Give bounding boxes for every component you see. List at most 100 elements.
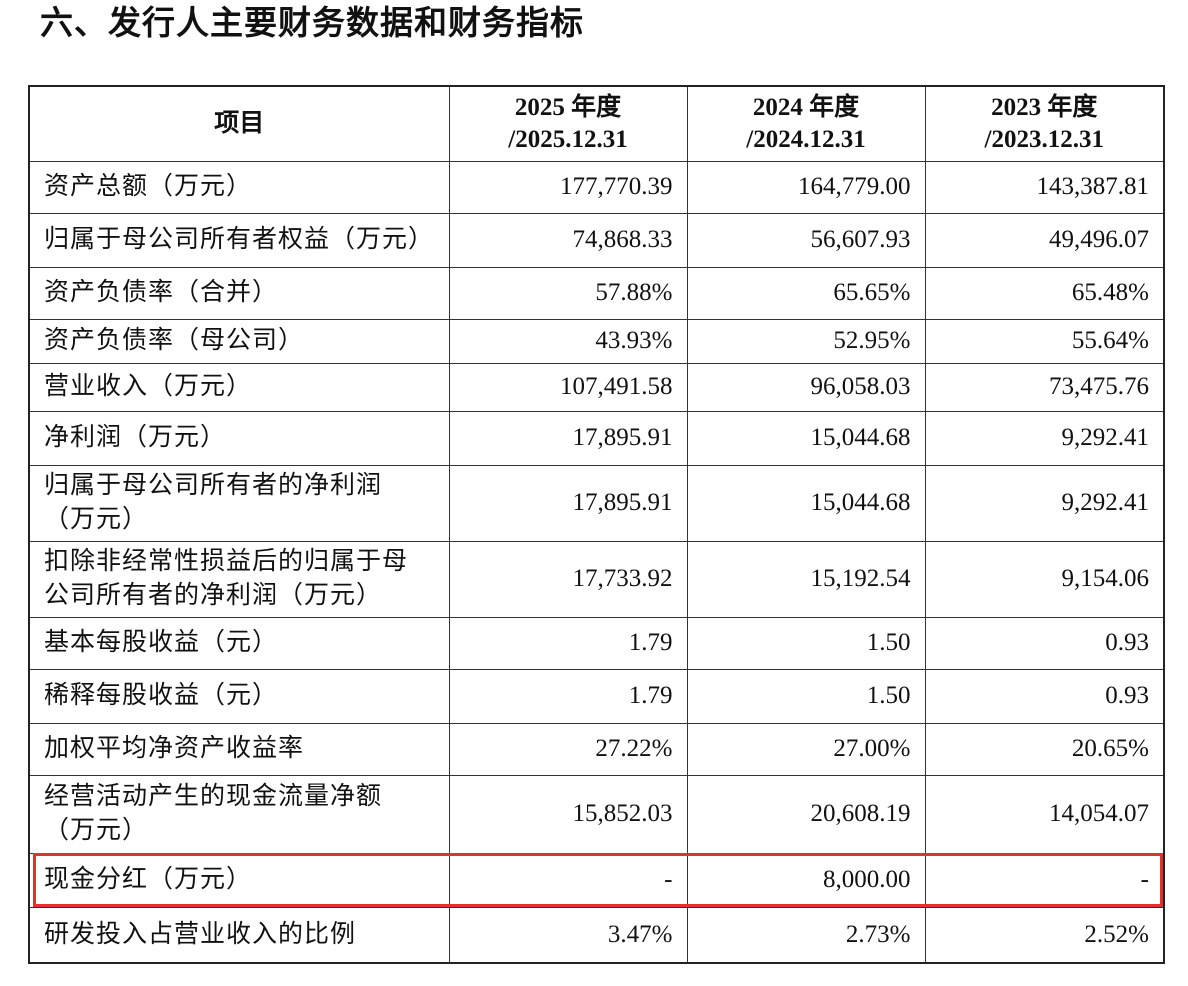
label-text: 现金分红（万元） xyxy=(44,866,253,893)
label-text: 净利润（万元） xyxy=(44,424,227,451)
value-cell: 15,044.68 xyxy=(686,464,926,542)
label-text: 稀释每股收益（元） xyxy=(44,682,279,709)
row-label: 归属于母公司所有者的净利润 （万元） xyxy=(28,464,450,542)
table-row: 扣除非经常性损益后的归属于母 公司所有者的净利润（万元） 17,733.92 15,1… xyxy=(28,540,1165,618)
label-text: 加权平均净资产收益率 xyxy=(44,735,305,762)
table-row: 营业收入（万元） 107,491.58 96,058.03 73,475.76 xyxy=(28,362,1165,412)
row-label: 基本每股收益（元） xyxy=(28,616,450,670)
value-cell: 9,154.06 xyxy=(924,540,1165,618)
value-cell: 49,496.07 xyxy=(924,212,1165,268)
row-label: 归属于母公司所有者权益（万元） xyxy=(28,212,450,268)
label-text: 研发投入占营业收入的比例 xyxy=(44,920,357,948)
header-cell: 2023 年度/2023.12.31 xyxy=(924,85,1165,162)
row-label: 扣除非经常性损益后的归属于母 公司所有者的净利润（万元） xyxy=(28,540,450,618)
table-row: 现金分红（万元） -8,000.00- xyxy=(28,852,1165,908)
value-cell: 9,292.41 xyxy=(924,410,1165,466)
value-cell: 20.65% xyxy=(924,722,1165,776)
value-cell: 96,058.03 xyxy=(686,362,926,412)
label-text: 归属于母公司所有者的净利润 xyxy=(44,472,383,499)
value-cell: 1.79 xyxy=(448,668,688,724)
header-text: 2023 年度 xyxy=(991,93,1098,121)
value-cell: 65.65% xyxy=(686,266,926,320)
value-cell: 73,475.76 xyxy=(924,362,1165,412)
value-cell: 17,895.91 xyxy=(448,410,688,466)
header-row: 项目 2025 年度/2025.12.31 2024 年度/2024.12.31 20… xyxy=(28,85,1165,162)
value-cell: - xyxy=(448,852,688,908)
value-cell: 3.47% xyxy=(448,906,688,964)
value-cell: 57.88% xyxy=(448,266,688,320)
value-cell: - xyxy=(924,852,1165,908)
label-text: 资产负债率（母公司） xyxy=(44,327,305,354)
table-row: 经营活动产生的现金流量净额 （万元） 15,852.03 20,608.19 14,05… xyxy=(28,774,1165,854)
table-row: 稀释每股收益（元） 1.79 1.50 0.93 xyxy=(28,668,1165,724)
header-cell: 2025 年度/2025.12.31 xyxy=(448,85,688,162)
header-cell: 项目 xyxy=(28,85,450,162)
value-cell: 20,608.19 xyxy=(686,774,926,854)
table-row: 资产负债率（合并） 57.88% 65.65% 65.48% xyxy=(28,266,1165,320)
table-row: 归属于母公司所有者权益（万元） 74,868.33 56,607.93 49,496.… xyxy=(28,212,1165,268)
value-cell: 164,779.00 xyxy=(686,160,926,214)
table-row: 资产总额（万元） 177,770.39 164,779.00 143,387.81 xyxy=(28,160,1165,214)
value-cell: 2.52% xyxy=(924,906,1165,964)
row-label: 研发投入占营业收入的比例 xyxy=(28,906,450,964)
value-cell: 15,044.68 xyxy=(686,410,926,466)
row-label: 稀释每股收益（元） xyxy=(28,668,450,724)
table-row: 归属于母公司所有者的净利润 （万元） 17,895.91 15,044.68 9,292… xyxy=(28,464,1165,542)
value-cell: 1.50 xyxy=(686,616,926,670)
value-cell: 1.79 xyxy=(448,616,688,670)
value-cell: 1.50 xyxy=(686,668,926,724)
label-text: 归属于母公司所有者权益（万元） xyxy=(44,226,435,253)
header-text: 项目 xyxy=(214,109,265,137)
table-row: 加权平均净资产收益率 27.22% 27.00% 20.65% xyxy=(28,722,1165,776)
label-text: 基本每股收益（元） xyxy=(44,629,279,656)
value-cell: 15,852.03 xyxy=(448,774,688,854)
financial-table: 项目 2025 年度/2025.12.31 2024 年度/2024.12.31 20… xyxy=(28,85,1165,964)
table-row: 基本每股收益（元） 1.79 1.50 0.93 xyxy=(28,616,1165,670)
row-label: 资产负债率（母公司） xyxy=(28,318,450,364)
value-cell: 2.73% xyxy=(686,906,926,964)
value-cell: 56,607.93 xyxy=(686,212,926,268)
value-cell: 0.93 xyxy=(924,668,1165,724)
row-label: 经营活动产生的现金流量净额 （万元） xyxy=(28,774,450,854)
label-text: （万元） xyxy=(44,506,149,533)
value-cell: 74,868.33 xyxy=(448,212,688,268)
value-cell: 55.64% xyxy=(924,318,1165,364)
value-cell: 17,895.91 xyxy=(448,464,688,542)
header-text: 2024 年度 xyxy=(752,93,860,121)
value-cell: 8,000.00 xyxy=(686,852,926,908)
value-cell: 27.22% xyxy=(448,722,688,776)
header-text: /2025.12.31 xyxy=(508,125,628,153)
label-text: 资产总额（万元） xyxy=(44,173,253,200)
header-text: /2023.12.31 xyxy=(984,125,1104,153)
value-cell: 107,491.58 xyxy=(448,362,688,412)
value-cell: 17,733.92 xyxy=(448,540,688,618)
table-row: 净利润（万元） 17,895.91 15,044.68 9,292.41 xyxy=(28,410,1165,466)
value-cell: 15,192.54 xyxy=(686,540,926,618)
row-label: 资产总额（万元） xyxy=(28,160,450,214)
section-title: 六、发行人主要财务数据和财务指标 xyxy=(40,3,584,42)
value-cell: 43.93% xyxy=(448,318,688,364)
table-row: 研发投入占营业收入的比例 3.47% 2.73% 2.52% xyxy=(28,906,1165,964)
value-cell: 65.48% xyxy=(924,266,1165,320)
label-text: 营业收入（万元） xyxy=(44,373,253,400)
value-cell: 0.93 xyxy=(924,616,1165,670)
value-cell: 14,054.07 xyxy=(924,774,1165,854)
value-cell: 52.95% xyxy=(686,318,926,364)
value-cell: 9,292.41 xyxy=(924,464,1165,542)
row-label: 资产负债率（合并） xyxy=(28,266,450,320)
value-cell: 143,387.81 xyxy=(924,160,1165,214)
label-text: （万元） xyxy=(44,817,149,844)
header-cell: 2024 年度/2024.12.31 xyxy=(686,85,926,162)
value-cell: 177,770.39 xyxy=(448,160,688,214)
value-cell: 27.00% xyxy=(686,722,926,776)
row-label: 营业收入（万元） xyxy=(28,362,450,412)
row-label: 加权平均净资产收益率 xyxy=(28,722,450,776)
label-text: 扣除非经常性损益后的归属于母 xyxy=(44,548,409,575)
table-row: 资产负债率（母公司） 43.93% 52.95% 55.64% xyxy=(28,318,1165,364)
label-text: 经营活动产生的现金流量净额 xyxy=(44,783,383,810)
label-text: 资产负债率（合并） xyxy=(44,279,279,306)
row-label: 现金分红（万元） xyxy=(28,852,450,908)
header-text: /2024.12.31 xyxy=(746,125,866,153)
